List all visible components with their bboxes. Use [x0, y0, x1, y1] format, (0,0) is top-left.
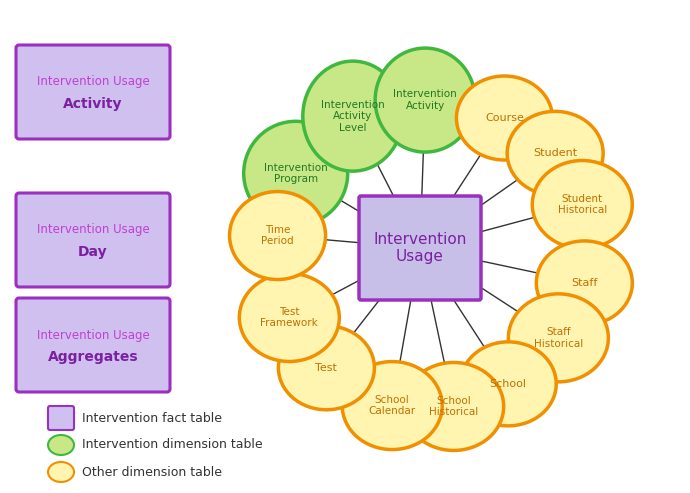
- Ellipse shape: [230, 192, 326, 280]
- Text: Intervention Usage: Intervention Usage: [37, 328, 149, 342]
- Ellipse shape: [244, 121, 348, 225]
- Ellipse shape: [279, 326, 375, 410]
- Ellipse shape: [509, 294, 609, 382]
- Ellipse shape: [460, 342, 556, 426]
- Ellipse shape: [303, 61, 403, 171]
- Text: School: School: [490, 379, 526, 389]
- Text: Activity: Activity: [63, 97, 123, 111]
- FancyBboxPatch shape: [16, 298, 170, 392]
- Ellipse shape: [456, 76, 553, 160]
- Ellipse shape: [342, 361, 442, 450]
- Text: Intervention dimension table: Intervention dimension table: [82, 438, 263, 452]
- Ellipse shape: [48, 462, 74, 482]
- Text: Other dimension table: Other dimension table: [82, 465, 222, 479]
- Ellipse shape: [48, 435, 74, 455]
- Text: Time
Period: Time Period: [262, 225, 294, 246]
- Ellipse shape: [532, 161, 632, 248]
- FancyBboxPatch shape: [16, 45, 170, 139]
- Ellipse shape: [536, 241, 632, 325]
- Text: School
Calendar: School Calendar: [368, 395, 416, 417]
- Text: Student
Historical: Student Historical: [558, 194, 607, 215]
- FancyBboxPatch shape: [359, 196, 481, 300]
- Text: Day: Day: [78, 245, 108, 259]
- Text: Intervention
Program: Intervention Program: [264, 163, 328, 184]
- FancyBboxPatch shape: [16, 193, 170, 287]
- Text: Student: Student: [533, 148, 578, 158]
- Text: Intervention fact table: Intervention fact table: [82, 412, 222, 424]
- Ellipse shape: [404, 362, 504, 451]
- Text: Intervention
Activity: Intervention Activity: [393, 89, 457, 111]
- Text: Staff
Historical: Staff Historical: [534, 327, 583, 349]
- Text: Intervention Usage: Intervention Usage: [37, 223, 149, 237]
- Text: Intervention
Activity
Level: Intervention Activity Level: [321, 100, 385, 133]
- FancyBboxPatch shape: [48, 406, 74, 430]
- Text: Test
Framework: Test Framework: [260, 307, 318, 328]
- Text: Aggregates: Aggregates: [48, 350, 138, 364]
- Text: Intervention Usage: Intervention Usage: [37, 75, 149, 89]
- Text: Intervention
Usage: Intervention Usage: [373, 232, 466, 264]
- Ellipse shape: [375, 48, 475, 152]
- Ellipse shape: [507, 111, 603, 195]
- Ellipse shape: [239, 274, 339, 361]
- Text: Test: Test: [315, 363, 337, 373]
- Text: Staff: Staff: [571, 278, 598, 288]
- Text: School
Historical: School Historical: [429, 396, 478, 417]
- Text: Course: Course: [485, 113, 524, 123]
